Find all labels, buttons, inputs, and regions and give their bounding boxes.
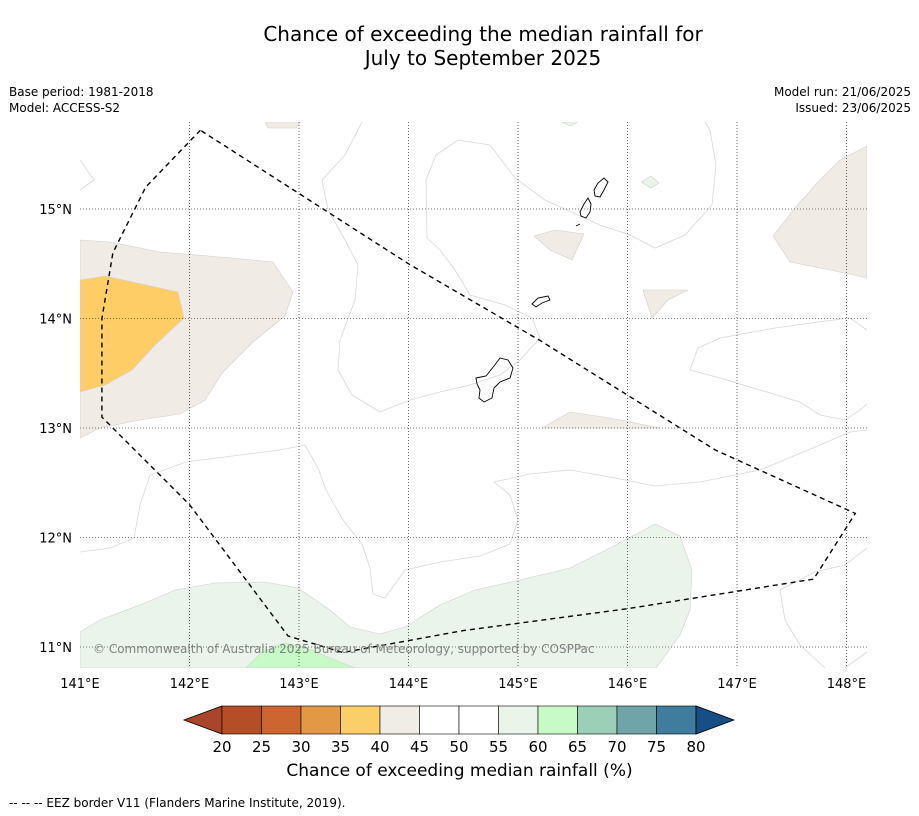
lat-tick-labels: 15°N 14°N 13°N 12°N 11°N bbox=[39, 203, 72, 656]
colorbar-tick-label: 80 bbox=[686, 738, 705, 756]
issued-label: Issued: 23/06/2025 bbox=[795, 101, 911, 115]
region-55-60-north bbox=[561, 122, 579, 127]
colorbar-tick-label: 60 bbox=[528, 738, 547, 756]
copyright-text: © Commonwealth of Australia 2025 Bureau … bbox=[93, 642, 595, 656]
colorbar-segment bbox=[656, 705, 697, 735]
colorbar-segment bbox=[458, 705, 499, 735]
island-saipan bbox=[593, 177, 609, 198]
islands bbox=[475, 177, 609, 403]
colorbar-segment bbox=[379, 705, 420, 735]
colorbar-segment bbox=[616, 705, 657, 735]
colorbar-segment bbox=[340, 705, 381, 735]
region-40-45-east-lower bbox=[540, 411, 661, 429]
island-guam bbox=[475, 357, 514, 403]
region-40-45-east-upper bbox=[533, 229, 585, 261]
lon-tick-labels: 141°E 142°E 143°E 144°E 145°E 146°E 147°E 148°E bbox=[60, 677, 866, 692]
region-40-45-east-mid bbox=[642, 289, 689, 319]
island-tinian bbox=[579, 197, 592, 219]
island-rota bbox=[531, 295, 551, 308]
colorbar-segment bbox=[221, 705, 262, 735]
lon-tick-label: 147°E bbox=[717, 677, 757, 692]
lon-tick-label: 142°E bbox=[170, 677, 210, 692]
lon-tick-label: 146°E bbox=[608, 677, 648, 692]
colorbar-segment bbox=[300, 705, 341, 735]
lon-tick-label: 141°E bbox=[60, 677, 100, 692]
colorbar-tick-label: 45 bbox=[410, 738, 429, 756]
colorbar-title: Chance of exceeding median rainfall (%) bbox=[286, 761, 633, 781]
colorbar-segment bbox=[261, 705, 302, 735]
lat-tick-label: 13°N bbox=[39, 422, 72, 437]
region-40-45-north bbox=[264, 122, 301, 129]
colorbar-tick-label: 50 bbox=[449, 738, 468, 756]
eez-border bbox=[101, 129, 857, 654]
colorbar: 20 25 30 35 40 45 50 55 60 65 70 75 80 bbox=[182, 705, 736, 756]
region-55-60-south bbox=[80, 523, 693, 668]
island-aguijan bbox=[575, 223, 581, 227]
eez-footnote: -- -- -- EEZ border V11 (Flanders Marine… bbox=[9, 796, 346, 810]
colorbar-extend-high bbox=[695, 705, 736, 735]
colorbar-tick-label: 55 bbox=[489, 738, 508, 756]
lon-tick-label: 144°E bbox=[389, 677, 429, 692]
map-area: © Commonwealth of Australia 2025 Bureau … bbox=[80, 122, 867, 668]
gridlines bbox=[80, 122, 867, 668]
region-55-60-islet bbox=[640, 175, 660, 189]
title-line-1: Chance of exceeding the median rainfall … bbox=[263, 22, 703, 46]
colorbar-tick-label: 30 bbox=[291, 738, 310, 756]
colorbar-extend-low bbox=[182, 705, 223, 735]
colorbar-segment bbox=[537, 705, 578, 735]
lat-tick-label: 12°N bbox=[39, 532, 72, 547]
colorbar-tick-label: 70 bbox=[607, 738, 626, 756]
region-35-40 bbox=[80, 275, 185, 393]
colorbar-tick-label: 75 bbox=[647, 738, 666, 756]
base-period-label: Base period: 1981-2018 bbox=[9, 85, 154, 99]
colorbar-segment bbox=[419, 705, 460, 735]
lat-tick-label: 11°N bbox=[39, 641, 72, 656]
title-line-2: July to September 2025 bbox=[364, 46, 602, 70]
lon-tick-label: 145°E bbox=[498, 677, 538, 692]
meta-right: Model run: 21/06/2025 Issued: 23/06/2025 bbox=[774, 84, 911, 116]
lon-tick-label: 148°E bbox=[827, 677, 867, 692]
region-40-45-far-east bbox=[772, 145, 867, 279]
colorbar-tick-label: 35 bbox=[331, 738, 350, 756]
model-label: Model: ACCESS-S2 bbox=[9, 101, 121, 115]
model-run-label: Model run: 21/06/2025 bbox=[773, 85, 911, 99]
colorbar-segment bbox=[498, 705, 539, 735]
contour-lines bbox=[80, 122, 867, 668]
colorbar-tick-label: 20 bbox=[212, 738, 231, 756]
lon-tick-label: 143°E bbox=[279, 677, 319, 692]
region-60-65 bbox=[245, 642, 356, 668]
colorbar-tick-label: 40 bbox=[370, 738, 389, 756]
meta-left: Base period: 1981-2018 Model: ACCESS-S2 bbox=[9, 84, 154, 116]
lat-tick-label: 14°N bbox=[39, 313, 72, 328]
colorbar-tick-label: 65 bbox=[568, 738, 587, 756]
colorbar-tick-label: 25 bbox=[252, 738, 271, 756]
lat-tick-label: 15°N bbox=[39, 203, 72, 218]
colorbar-segment bbox=[577, 705, 618, 735]
chart-title: Chance of exceeding the median rainfall … bbox=[0, 22, 919, 70]
